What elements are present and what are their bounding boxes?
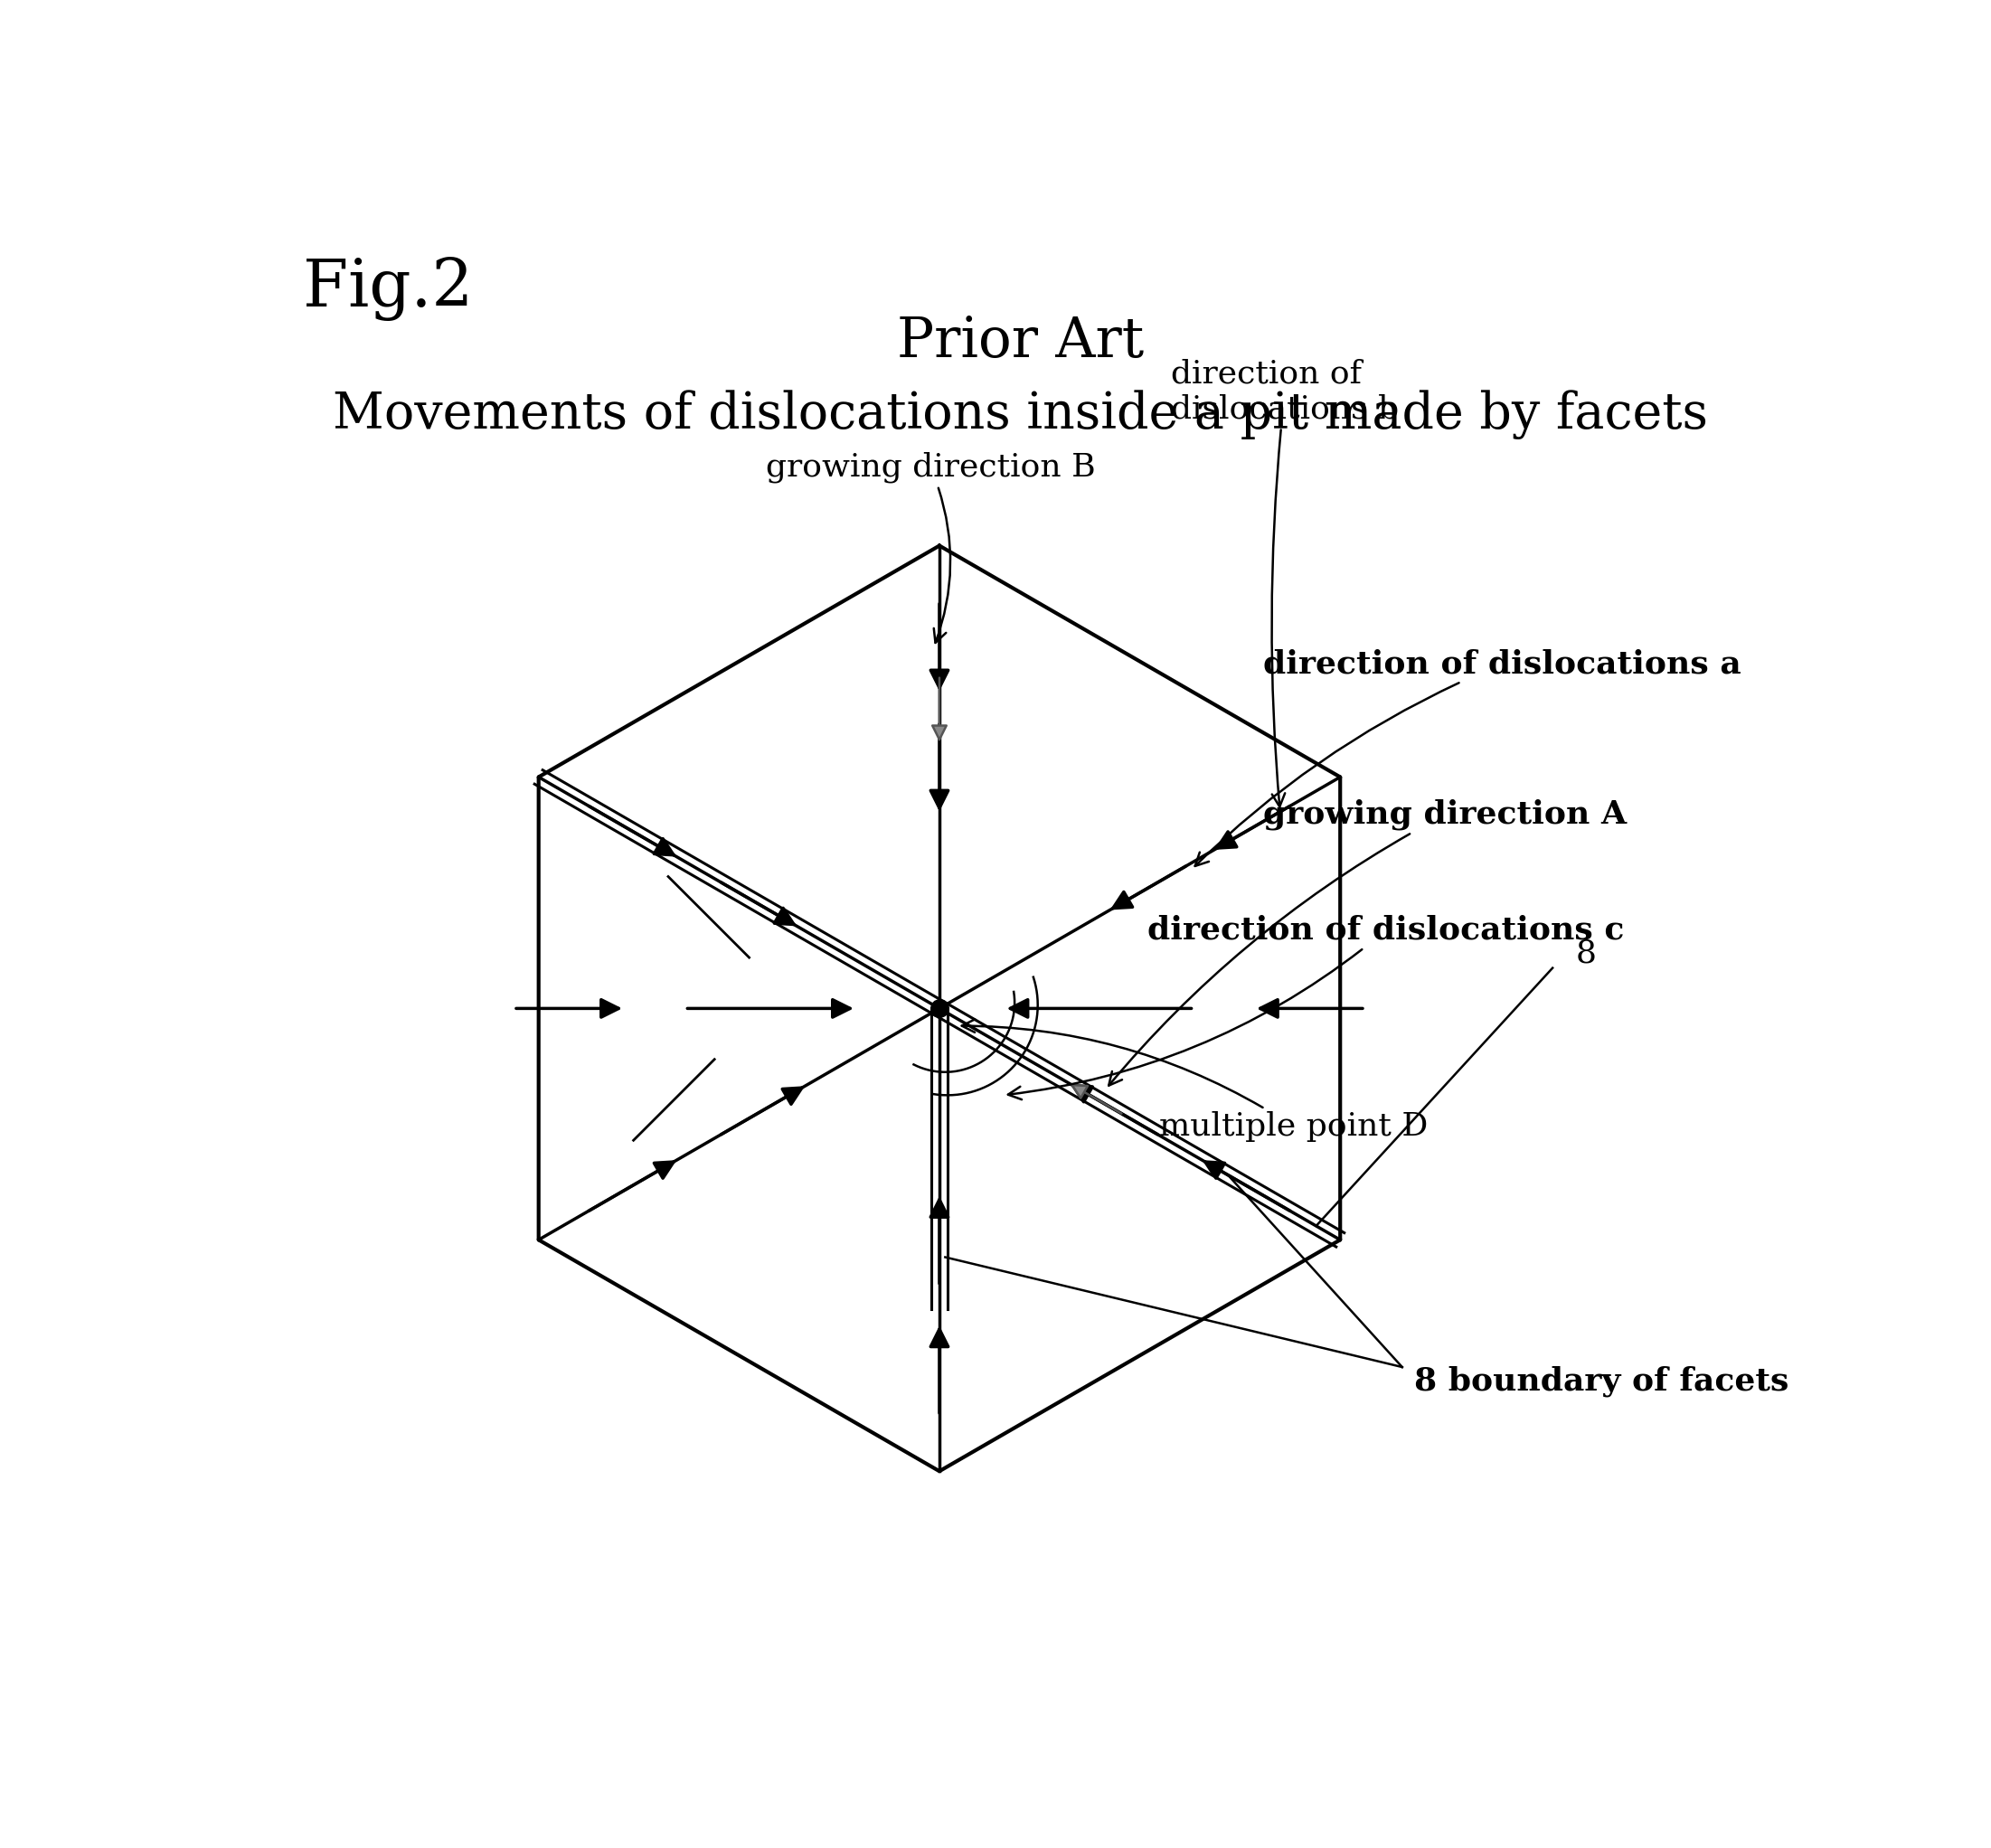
Text: Prior Art: Prior Art — [896, 314, 1145, 368]
Text: direction of dislocations a: direction of dislocations a — [1195, 649, 1742, 867]
Text: Fig.2: Fig.2 — [303, 257, 474, 322]
Text: growing direction B: growing direction B — [767, 453, 1095, 643]
Text: direction of dislocations c: direction of dislocations c — [1007, 915, 1625, 1100]
Text: Movements of dislocations inside a pit made by facets: Movements of dislocations inside a pit m… — [332, 390, 1708, 440]
Text: growing direction A: growing direction A — [1109, 798, 1627, 1085]
Text: 8 boundary of facets: 8 boundary of facets — [1414, 1366, 1788, 1397]
Text: 8: 8 — [1575, 937, 1597, 968]
Text: direction of
dislocations b: direction of dislocations b — [1171, 359, 1400, 808]
Text: multiple point D: multiple point D — [962, 1020, 1428, 1142]
